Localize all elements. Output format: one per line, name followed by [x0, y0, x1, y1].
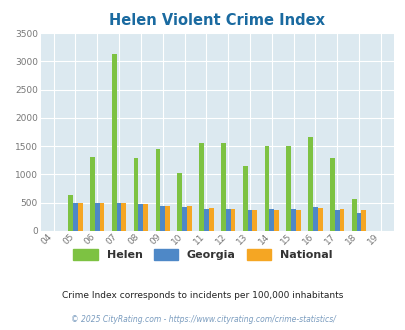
Bar [273, 210, 278, 231]
Bar [138, 204, 143, 231]
Bar [143, 204, 148, 231]
Bar [208, 208, 213, 231]
Bar [312, 207, 317, 231]
Bar [329, 158, 334, 231]
Title: Helen Violent Crime Index: Helen Violent Crime Index [109, 13, 324, 28]
Bar [182, 207, 186, 231]
Bar [351, 199, 356, 231]
Bar [252, 210, 256, 231]
Bar [68, 195, 73, 231]
Bar [242, 166, 247, 231]
Bar [160, 206, 165, 231]
Bar [100, 203, 104, 231]
Bar [290, 209, 295, 231]
Legend: Helen, Georgia, National: Helen, Georgia, National [73, 248, 332, 260]
Bar [90, 157, 95, 231]
Text: © 2025 CityRating.com - https://www.cityrating.com/crime-statistics/: © 2025 CityRating.com - https://www.city… [70, 315, 335, 324]
Bar [334, 210, 339, 231]
Bar [177, 173, 182, 231]
Bar [230, 209, 235, 231]
Bar [186, 206, 191, 231]
Text: Crime Index corresponds to incidents per 100,000 inhabitants: Crime Index corresponds to incidents per… [62, 291, 343, 300]
Bar [264, 146, 269, 231]
Bar [165, 206, 169, 231]
Bar [133, 158, 138, 231]
Bar [121, 203, 126, 231]
Bar [356, 213, 360, 231]
Bar [339, 209, 343, 231]
Bar [225, 209, 230, 231]
Bar [95, 203, 100, 231]
Bar [295, 210, 300, 231]
Bar [112, 54, 116, 231]
Bar [360, 210, 365, 231]
Bar [155, 149, 160, 231]
Bar [203, 209, 208, 231]
Bar [73, 203, 78, 231]
Bar [317, 208, 322, 231]
Bar [78, 203, 83, 231]
Bar [286, 146, 290, 231]
Bar [116, 203, 121, 231]
Bar [198, 143, 203, 231]
Bar [307, 137, 312, 231]
Bar [269, 209, 273, 231]
Bar [247, 210, 252, 231]
Bar [220, 143, 225, 231]
